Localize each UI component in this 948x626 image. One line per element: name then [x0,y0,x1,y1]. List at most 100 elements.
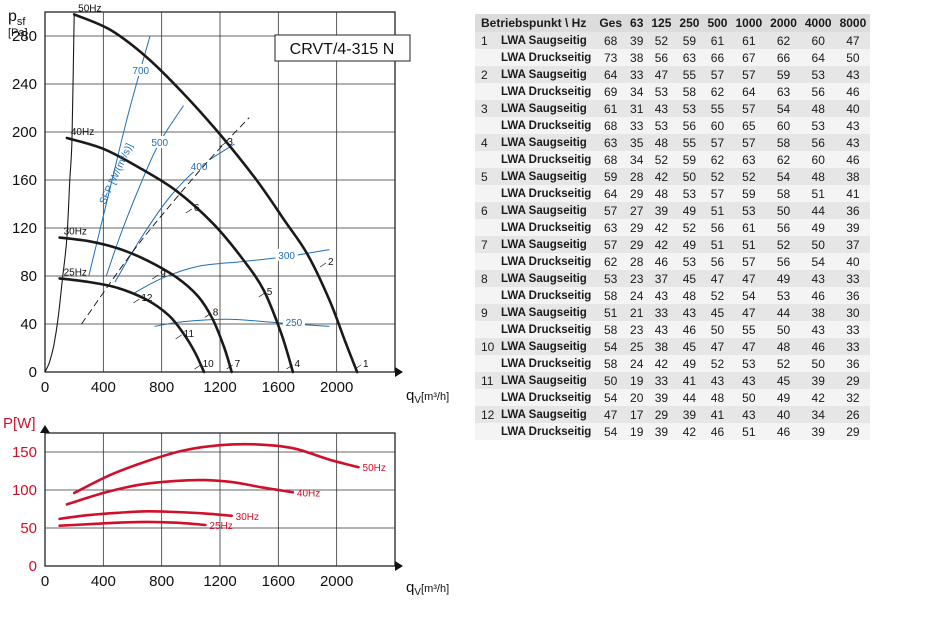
value-cell: 43 [835,66,871,83]
table-row: 1 LWA Saugseitig 68 39 52 59 61 61 62 60 47 [475,32,871,49]
value-cell: 56 [800,134,836,151]
operating-point-cell [475,151,499,168]
measurement-type-cell: LWA Saugseitig [499,168,596,185]
operating-point-5: 5 [267,287,273,298]
value-cell: 53 [675,253,704,270]
value-cell: 55 [675,134,704,151]
operating-point-cell [475,355,499,372]
value-cell: 42 [675,423,704,440]
y-tick-label: 40 [20,316,37,333]
header-operating-point: Betriebspunkt \ Hz [475,14,596,32]
operating-point-leader [133,298,140,304]
value-cell: 57 [703,66,732,83]
measurement-type-cell: LWA Druckseitig [499,185,596,202]
table-row: LWA Druckseitig 69 34 53 58 62 64 63 56 46 [475,83,871,100]
power-y-tick-label: 100 [12,482,37,499]
value-cell: 56 [800,83,836,100]
value-cell: 23 [626,270,648,287]
value-cell: 57 [731,253,767,270]
operating-point-9: 9 [160,269,166,280]
value-cell: 45 [766,372,801,389]
measurement-type-cell: LWA Saugseitig [499,32,596,49]
power-grid [40,425,403,571]
y-tick-label: 80 [20,268,37,285]
value-cell: 53 [647,83,676,100]
value-cell: 54 [766,100,801,117]
value-cell: 61 [731,219,767,236]
operating-point-leader [204,313,211,318]
value-cell: 21 [626,304,648,321]
operating-point-cell [475,185,499,202]
table-row: 8 LWA Saugseitig 53 23 37 45 47 47 49 43 33 [475,270,871,287]
value-cell: 62 [703,151,732,168]
value-cell: 59 [731,185,767,202]
value-cell: 58 [766,134,801,151]
stall-limit-line [44,13,75,373]
value-cell: 60 [766,117,801,134]
power-x-axis-arrow [395,561,403,571]
operating-point-cell: 4 [475,134,499,151]
fan-curve-50Hz [72,13,359,374]
sfp-label-bg [275,248,298,261]
value-cell: 42 [647,355,676,372]
value-cell: 48 [675,287,704,304]
value-cell: 48 [800,168,836,185]
value-cell: 28 [626,253,648,270]
value-cell: 62 [766,32,801,49]
table-row: LWA Druckseitig 68 33 53 56 60 65 60 53 43 [475,117,871,134]
value-cell: 63 [731,151,767,168]
value-cell: 43 [731,406,767,423]
value-cell: 68 [595,151,627,168]
operating-point-cell [475,83,499,100]
value-cell: 44 [675,389,704,406]
value-cell: 33 [626,66,648,83]
operating-point-8: 8 [213,307,219,318]
value-cell: 62 [766,151,801,168]
operating-point-leader [175,334,182,340]
x-axis-label: qV[m³/h] [406,387,449,406]
value-cell: 58 [766,185,801,202]
sfp-label-bg [129,64,152,76]
table-row: LWA Druckseitig 54 20 39 44 48 50 49 42 32 [475,389,871,406]
value-cell: 50 [800,236,836,253]
value-cell: 38 [800,304,836,321]
measurement-type-cell: LWA Druckseitig [499,49,596,66]
value-cell: 53 [675,100,704,117]
value-cell: 46 [766,423,801,440]
measurement-type-cell: LWA Druckseitig [499,389,596,406]
table-row: 11 LWA Saugseitig 50 19 33 41 43 43 45 39 29 [475,372,871,389]
value-cell: 66 [703,49,732,66]
value-cell: 29 [835,423,871,440]
operating-point-cell: 3 [475,100,499,117]
table-row: 7 LWA Saugseitig 57 29 42 49 51 51 52 50 37 [475,236,871,253]
fan-curve-30Hz [58,236,233,374]
measurement-type-cell: LWA Druckseitig [499,83,596,100]
header-band-8000: 8000 [835,14,871,32]
value-cell: 53 [731,355,767,372]
operating-point-cell: 2 [475,66,499,83]
sfp-label-bg [148,136,171,148]
value-cell: 43 [731,372,767,389]
table-row: LWA Druckseitig 64 29 48 53 57 59 58 51 41 [475,185,871,202]
power-curve-40Hz [65,478,295,506]
value-cell: 48 [766,338,801,355]
table-row: 5 LWA Saugseitig 59 28 42 50 52 52 54 48 38 [475,168,871,185]
operating-point-cell: 8 [475,270,499,287]
operating-point-cell [475,423,499,440]
value-cell: 52 [703,168,732,185]
value-cell: 63 [766,83,801,100]
power-curve-label-40Hz: 40Hz [297,488,320,499]
value-cell: 56 [703,219,732,236]
sfp-value-500: 500 [151,138,168,149]
value-cell: 47 [703,338,732,355]
value-cell: 49 [675,355,704,372]
measurement-type-cell: LWA Druckseitig [499,287,596,304]
power-labels: 0 400 800 1200 1600 2000 0 50 100 150 [12,444,353,590]
fan-curve-label-40Hz: 40Hz [71,127,94,138]
value-cell: 36 [835,287,871,304]
header-band-1000: 1000 [731,14,767,32]
value-cell: 56 [766,253,801,270]
table-row: LWA Druckseitig 58 23 43 46 50 55 50 43 33 [475,321,871,338]
table-row: LWA Druckseitig 63 29 42 52 56 61 56 49 39 [475,219,871,236]
value-cell: 59 [675,32,704,49]
